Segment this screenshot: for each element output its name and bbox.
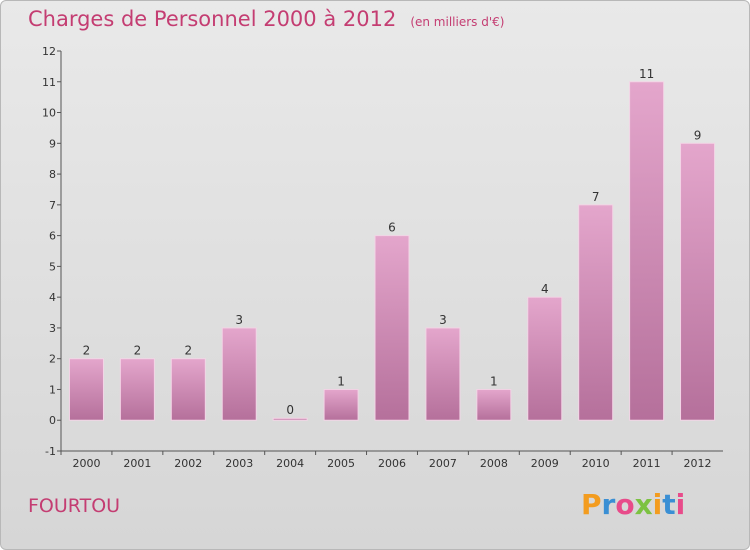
chart-subtitle: (en milliers d'€) xyxy=(410,15,505,29)
bar xyxy=(374,235,410,421)
y-tick-label: 11 xyxy=(42,76,56,89)
data-label: 7 xyxy=(592,190,600,204)
y-tick-label: 4 xyxy=(49,291,56,304)
x-tick-label: 2002 xyxy=(174,457,202,470)
bar xyxy=(578,204,614,421)
y-tick-label: 10 xyxy=(42,107,56,120)
data-label: 2 xyxy=(184,344,192,358)
bar xyxy=(680,142,716,421)
data-label: 0 xyxy=(286,403,294,417)
bar xyxy=(323,388,359,421)
y-tick-label: 5 xyxy=(49,260,56,273)
x-tick-label: 2004 xyxy=(276,457,304,470)
y-tick-label: 0 xyxy=(49,414,56,427)
y-tick-label: 6 xyxy=(49,230,56,243)
x-tick-label: 2000 xyxy=(72,457,100,470)
logo-letter: i xyxy=(675,488,686,521)
data-label: 1 xyxy=(337,374,345,388)
y-tick-label: 3 xyxy=(49,322,56,335)
logo-letter: o xyxy=(615,488,635,521)
x-tick-label: 2007 xyxy=(429,457,457,470)
logo-letter: i xyxy=(652,488,663,521)
bar xyxy=(629,81,665,421)
y-tick-label: 9 xyxy=(49,137,56,150)
logo-letter: t xyxy=(662,488,676,521)
bar xyxy=(221,327,257,421)
logo-letter: x xyxy=(634,488,653,521)
chart-title-text: Charges de Personnel 2000 à 2012 xyxy=(28,7,397,31)
x-tick-label: 2005 xyxy=(327,457,355,470)
x-tick-label: 2001 xyxy=(123,457,151,470)
data-label: 9 xyxy=(694,128,702,142)
x-tick-label: 2011 xyxy=(633,457,661,470)
bars: 2 2 2 3 0 1 6 3 1 4 7 11 9 xyxy=(68,67,716,421)
x-tick-label: 2009 xyxy=(531,457,559,470)
x-tick-label: 2008 xyxy=(480,457,508,470)
y-tick-label: -1 xyxy=(45,445,56,458)
x-tick-label: 2003 xyxy=(225,457,253,470)
data-label: 6 xyxy=(388,221,396,235)
x-tick-label: 2006 xyxy=(378,457,406,470)
bar xyxy=(170,358,206,421)
x-tick-label: 2012 xyxy=(684,457,712,470)
logo-letter: P xyxy=(581,488,602,521)
proxiti-logo: Proxiti xyxy=(581,488,685,521)
bar xyxy=(119,358,155,421)
x-tick-label: 2010 xyxy=(582,457,610,470)
data-label: 1 xyxy=(490,374,498,388)
data-label: 2 xyxy=(83,344,91,358)
bar xyxy=(272,417,308,421)
bar xyxy=(425,327,461,421)
logo-letter: r xyxy=(601,488,616,521)
y-tick-label: 1 xyxy=(49,383,56,396)
y-tick-label: 12 xyxy=(42,45,56,58)
bar xyxy=(527,296,563,421)
bar xyxy=(68,358,104,421)
data-label: 4 xyxy=(541,282,549,296)
data-label: 3 xyxy=(439,313,447,327)
data-label: 2 xyxy=(134,344,142,358)
data-label: 11 xyxy=(639,67,654,81)
commune-name: FOURTOU xyxy=(28,495,121,517)
bar xyxy=(476,388,512,421)
y-tick-label: 8 xyxy=(49,168,56,181)
y-tick-label: 7 xyxy=(49,199,56,212)
chart-title: Charges de Personnel 2000 à 2012 (en mill… xyxy=(28,7,504,31)
y-tick-label: 2 xyxy=(49,353,56,366)
data-label: 3 xyxy=(235,313,243,327)
